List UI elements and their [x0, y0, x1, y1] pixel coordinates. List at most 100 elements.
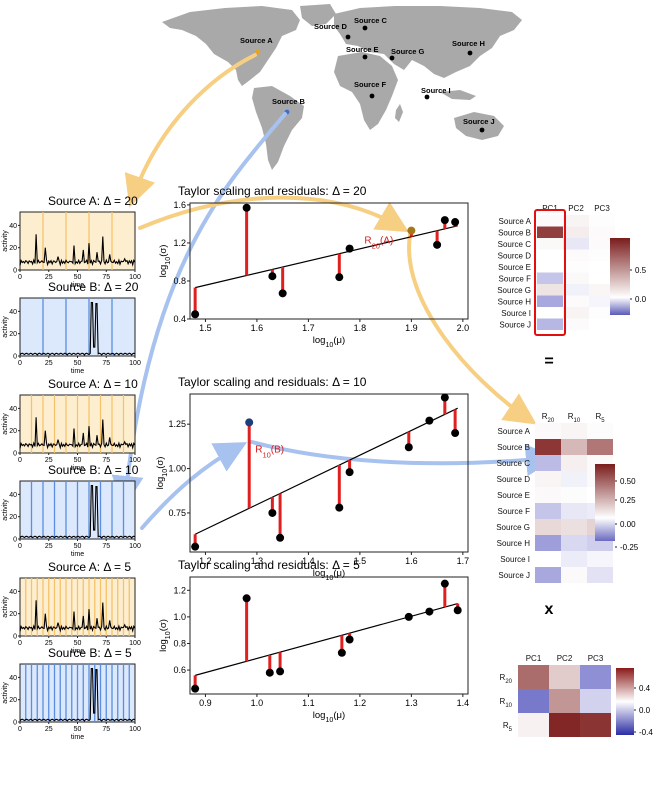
x-tick-label: 25: [45, 274, 53, 281]
heatmap-cell: [563, 307, 589, 319]
plot-frame: [189, 393, 469, 553]
x-axis-label: time: [71, 282, 84, 289]
heatmap-cell: [561, 503, 587, 519]
row-label: R10: [500, 697, 513, 709]
map-source-label: Source E: [346, 45, 379, 54]
y-tick-label: 20: [9, 697, 17, 704]
data-point: [404, 443, 413, 452]
chart-title: Taylor scaling and residuals: Δ = 20: [178, 184, 367, 198]
row-label: Source E: [497, 491, 530, 500]
x-tick-label: 1.9: [405, 323, 418, 333]
colorbar-tick-label: 0.00: [620, 520, 636, 529]
heatmap-cell: [537, 238, 563, 250]
y-axis-label: log10(σ): [155, 457, 169, 490]
heatmap-cell: [561, 471, 587, 487]
y-tick-label: 0: [13, 354, 17, 361]
row-label: Source E: [498, 263, 531, 272]
row-label: Source G: [497, 286, 531, 295]
fit-line: [195, 225, 458, 289]
x-tick-label: 0: [18, 640, 22, 647]
y-tick-label: 1.2: [173, 585, 186, 595]
column-label: PC2: [568, 204, 584, 213]
panel-title: Source B: Δ = 20: [48, 280, 139, 294]
x-tick-label: 1.6: [405, 556, 418, 566]
heatmap-cell: [587, 551, 613, 567]
heatmap-cell: [561, 455, 587, 471]
data-point: [451, 218, 460, 227]
data-point: [440, 579, 449, 588]
map-source-label: Source C: [354, 16, 388, 25]
x-axis-label: time: [71, 465, 84, 472]
data-point: [345, 635, 354, 644]
data-point: [278, 289, 287, 298]
heatmap-cell: [549, 665, 580, 689]
north-america-shape: [162, 6, 300, 86]
heatmap-cell: [589, 261, 615, 273]
heatmap-cell: [537, 272, 563, 284]
heatmap-cell: [589, 249, 615, 261]
data-point: [345, 244, 354, 253]
madagascar-shape: [395, 104, 403, 122]
residual-annotation: R20(A): [364, 236, 393, 251]
heatmap-cell: [537, 215, 563, 227]
x-tick-label: 25: [45, 457, 53, 464]
time-series-panel: Source A: Δ = 10 0 20 40 0 25 50 75 100 time activ…: [2, 377, 141, 472]
map-source-label: Source J: [463, 117, 495, 126]
heatmap-cell: [587, 567, 613, 583]
heatmap-cell: [563, 215, 589, 227]
residual-annotation: R10(B): [255, 444, 284, 459]
x-tick-label: 1.3: [405, 698, 418, 708]
y-axis-label: activity: [2, 230, 9, 252]
heatmap-cell: [563, 249, 589, 261]
y-tick-label: 1.2: [173, 238, 186, 248]
heatmap-cell: [580, 689, 611, 713]
y-tick-label: 1.6: [173, 200, 186, 210]
row-label: Source J: [498, 571, 530, 580]
x-tick-label: 1.3: [251, 556, 264, 566]
y-tick-label: 1.25: [168, 419, 186, 429]
fit-line: [194, 603, 458, 676]
y-axis-label: activity: [2, 596, 9, 618]
x-axis-label: log10(μ): [313, 568, 345, 582]
x-tick-label: 1.6: [251, 323, 264, 333]
south-america-shape: [252, 86, 304, 170]
pc-heatmap: PC1 PC2 PC3 Source A Source B Source C Source …: [497, 204, 647, 336]
row-label: Source D: [497, 475, 531, 484]
x-axis-label: time: [71, 734, 84, 741]
colorbar-tick-label: 0.5: [635, 266, 647, 275]
x-tick-label: 1.4: [457, 698, 470, 708]
y-axis-label: activity: [2, 413, 9, 435]
activity-trace: [19, 667, 136, 722]
data-point: [245, 418, 254, 427]
heatmap-cell: [561, 439, 587, 455]
x-tick-label: 75: [102, 543, 110, 550]
arrow-panel-a-to-scatter: [138, 195, 409, 233]
equals-sign: =: [544, 353, 553, 370]
activity-trace: [19, 417, 136, 450]
heatmap-cell: [587, 439, 613, 455]
row-label: Source I: [500, 555, 530, 564]
map-source-dot: [467, 50, 473, 56]
fit-line: [194, 407, 458, 535]
map-source-label: Source I: [421, 86, 451, 95]
data-point: [265, 668, 274, 677]
y-tick-label: 0.4: [173, 314, 186, 324]
y-tick-label: 40: [9, 675, 17, 682]
x-tick-label: 1.5: [199, 323, 212, 333]
row-label: Source A: [499, 217, 532, 226]
y-tick-label: 20: [9, 514, 17, 521]
x-tick-label: 50: [74, 640, 82, 647]
map-source-label: Source A: [240, 36, 273, 45]
time-series-panel: Source B: Δ = 10 0 20 40 0 25 50 75 100 time activ…: [2, 463, 141, 558]
row-label: Source H: [497, 539, 531, 548]
row-label: Source B: [498, 228, 531, 237]
data-point: [345, 468, 354, 477]
y-tick-label: 0: [13, 451, 17, 458]
row-label: R5: [503, 721, 513, 733]
colorbar-tick-label: 0.0: [635, 295, 647, 304]
x-tick-label: 75: [102, 457, 110, 464]
heatmap-cell: [537, 249, 563, 261]
y-tick-label: 0.8: [173, 276, 186, 286]
map-source-dot: [369, 93, 375, 99]
heatmap-cell: [580, 665, 611, 689]
